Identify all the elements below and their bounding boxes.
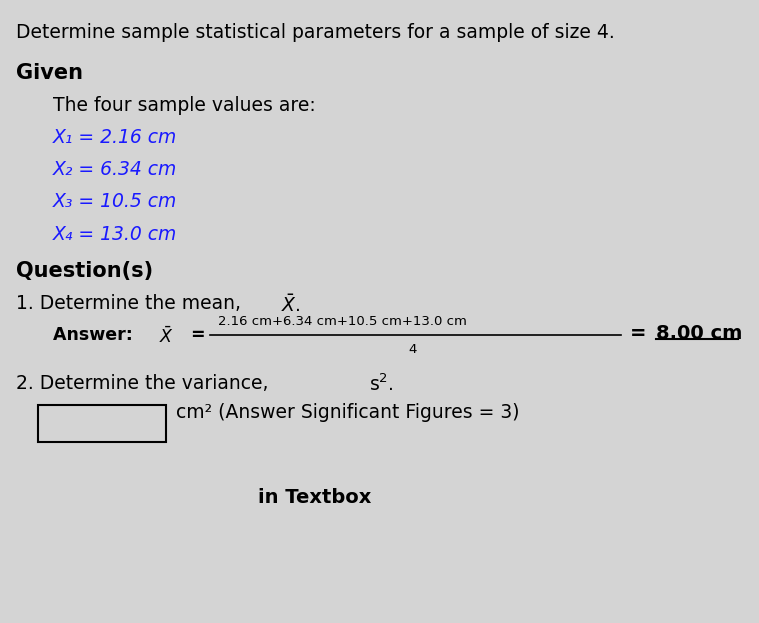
Text: cm² (Answer Significant Figures = 3): cm² (Answer Significant Figures = 3) <box>176 402 519 422</box>
Text: $\bar{X}$.: $\bar{X}$. <box>282 294 301 316</box>
Text: Question(s): Question(s) <box>16 260 153 280</box>
FancyBboxPatch shape <box>38 404 166 442</box>
Text: Answer:: Answer: <box>52 326 139 345</box>
Text: 2. Determine the variance,: 2. Determine the variance, <box>16 374 275 392</box>
Text: The four sample values are:: The four sample values are: <box>52 96 316 115</box>
Text: Determine sample statistical parameters for a sample of size 4.: Determine sample statistical parameters … <box>16 23 615 42</box>
Text: =: = <box>630 324 647 343</box>
Text: 4: 4 <box>408 343 417 356</box>
Text: in Textbox: in Textbox <box>258 488 371 507</box>
Text: X₃ = 10.5 cm: X₃ = 10.5 cm <box>52 193 177 211</box>
Text: X₁ = 2.16 cm: X₁ = 2.16 cm <box>52 128 177 147</box>
Text: 2.16 cm+6.34 cm+10.5 cm+13.0 cm: 2.16 cm+6.34 cm+10.5 cm+13.0 cm <box>218 315 467 328</box>
Text: 8.00 cm: 8.00 cm <box>656 324 742 343</box>
Text: 1. Determine the mean,: 1. Determine the mean, <box>16 294 247 313</box>
Text: X₄ = 13.0 cm: X₄ = 13.0 cm <box>52 225 177 244</box>
Text: $\bar{X}$: $\bar{X}$ <box>159 326 174 347</box>
Text: Given: Given <box>16 64 83 83</box>
Text: X₂ = 6.34 cm: X₂ = 6.34 cm <box>52 160 177 179</box>
Text: =: = <box>191 326 205 345</box>
Text: s$^2$.: s$^2$. <box>369 374 394 395</box>
